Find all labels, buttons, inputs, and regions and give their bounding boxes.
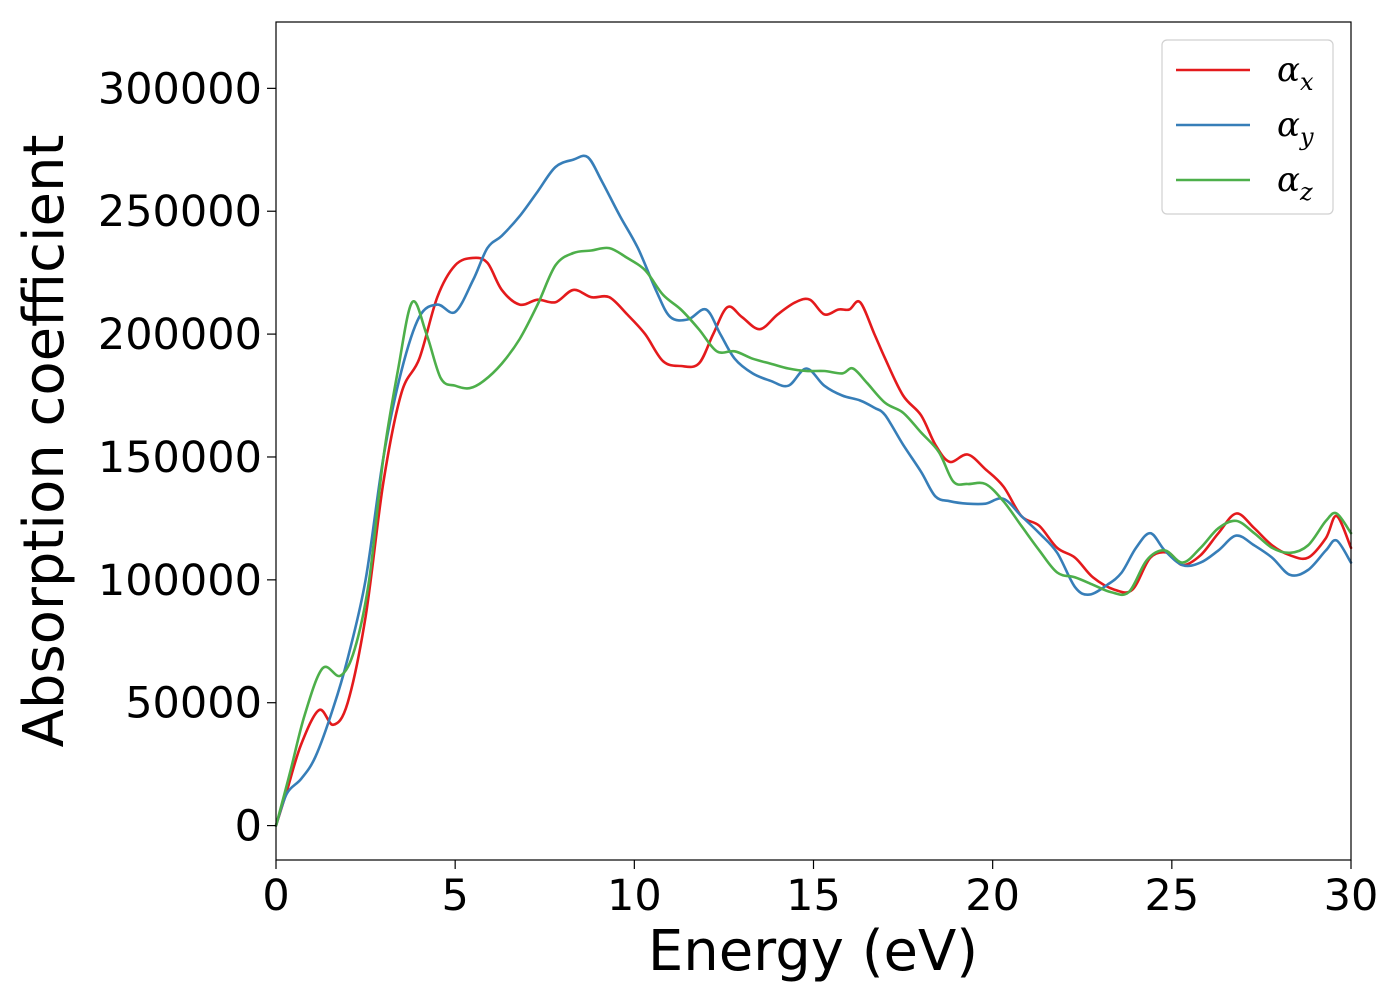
legend-box bbox=[1161, 39, 1334, 215]
legend-label-y: αy bbox=[1277, 105, 1314, 151]
y-axis: 0 50000 100000 150000 200000 250000 300000 bbox=[98, 64, 276, 852]
series-line-z bbox=[274, 246, 1353, 827]
y-tick-label: 50000 bbox=[125, 679, 262, 729]
x-tick-label: 5 bbox=[441, 871, 468, 921]
y-tick-label: 200000 bbox=[98, 310, 262, 360]
y-tick-label: 250000 bbox=[98, 187, 262, 237]
x-tick-label: 30 bbox=[1324, 871, 1379, 921]
x-tick-label: 10 bbox=[607, 871, 662, 921]
x-tick-label: 15 bbox=[786, 871, 841, 921]
y-tick-label: 150000 bbox=[98, 433, 262, 483]
legend-label-z: αz bbox=[1277, 160, 1313, 206]
y-tick-label: 100000 bbox=[98, 556, 262, 606]
x-axis: 0 5 10 15 20 25 30 bbox=[262, 860, 1378, 921]
x-tick-label: 25 bbox=[1144, 871, 1199, 921]
y-tick-label: 300000 bbox=[98, 64, 262, 114]
x-tick-label: 20 bbox=[965, 871, 1020, 921]
x-axis-title: Energy (eV) bbox=[648, 919, 978, 984]
legend: αx αy αz bbox=[1161, 39, 1334, 215]
legend-label-x: αx bbox=[1277, 50, 1314, 96]
y-axis-title: Absorption coefficient bbox=[12, 135, 77, 748]
x-tick-label: 0 bbox=[262, 871, 289, 921]
series-lines bbox=[274, 154, 1353, 827]
y-tick-label: 0 bbox=[235, 802, 262, 852]
